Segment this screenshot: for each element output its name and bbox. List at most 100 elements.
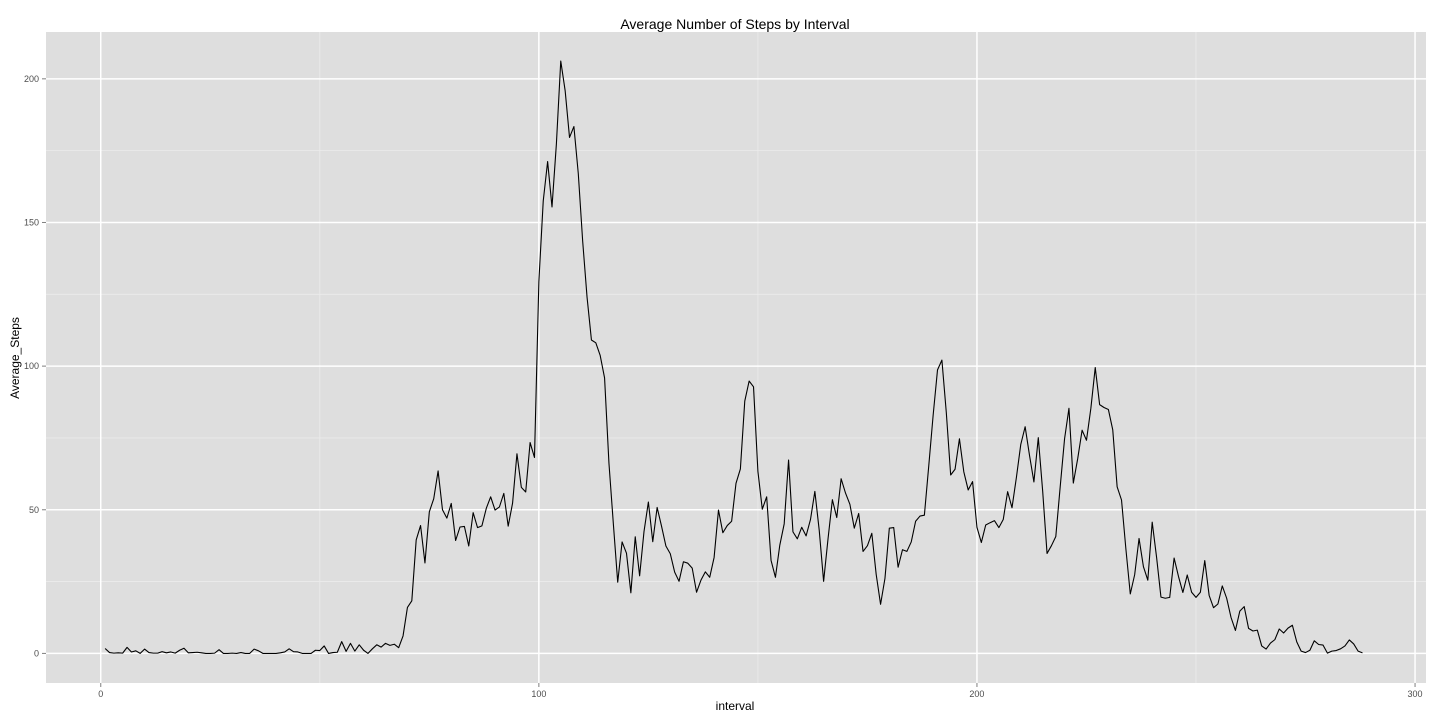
data-point bbox=[178, 649, 181, 652]
data-point bbox=[857, 512, 860, 515]
x-tick-label: 100 bbox=[531, 689, 546, 699]
data-point bbox=[769, 559, 772, 562]
data-point bbox=[835, 516, 838, 519]
data-point bbox=[1186, 573, 1189, 576]
data-point bbox=[848, 503, 851, 506]
data-point bbox=[568, 136, 571, 139]
data-point bbox=[1129, 592, 1132, 595]
data-point bbox=[380, 645, 383, 648]
data-point bbox=[796, 537, 799, 540]
data-point bbox=[1019, 443, 1022, 446]
data-point bbox=[962, 470, 965, 473]
data-point bbox=[1120, 498, 1123, 501]
data-point bbox=[384, 642, 387, 645]
data-point bbox=[910, 540, 913, 543]
data-point bbox=[739, 467, 742, 470]
data-point bbox=[485, 507, 488, 510]
data-point bbox=[1304, 651, 1307, 654]
data-point bbox=[226, 652, 229, 655]
data-point bbox=[1085, 439, 1088, 442]
data-point bbox=[673, 571, 676, 574]
data-point bbox=[695, 591, 698, 594]
data-point bbox=[1199, 591, 1202, 594]
data-point bbox=[1348, 638, 1351, 641]
data-point bbox=[204, 652, 207, 655]
data-point bbox=[1037, 436, 1040, 439]
data-point bbox=[1006, 490, 1009, 493]
x-tick-label: 0 bbox=[98, 689, 103, 699]
data-point bbox=[108, 651, 111, 654]
data-point bbox=[826, 537, 829, 540]
data-point bbox=[292, 650, 295, 653]
data-point bbox=[625, 552, 628, 555]
data-point bbox=[1002, 518, 1005, 521]
data-point bbox=[165, 651, 168, 654]
data-point bbox=[533, 456, 536, 459]
data-point bbox=[235, 652, 238, 655]
data-point bbox=[717, 508, 720, 511]
data-point bbox=[1102, 406, 1105, 409]
data-point bbox=[892, 526, 895, 529]
data-point bbox=[761, 508, 764, 511]
data-point bbox=[861, 550, 864, 553]
y-tick-label: 200 bbox=[24, 74, 39, 84]
data-point bbox=[822, 580, 825, 583]
data-point bbox=[270, 652, 273, 655]
data-point bbox=[340, 640, 343, 643]
data-point bbox=[791, 530, 794, 533]
data-point bbox=[1343, 644, 1346, 647]
data-point bbox=[879, 603, 882, 606]
data-point bbox=[704, 570, 707, 573]
data-point bbox=[748, 379, 751, 382]
data-point bbox=[555, 142, 558, 145]
data-point bbox=[870, 532, 873, 535]
data-point bbox=[1330, 650, 1333, 653]
data-point bbox=[467, 544, 470, 547]
data-point bbox=[125, 646, 128, 649]
data-point bbox=[314, 649, 317, 652]
data-point bbox=[616, 581, 619, 584]
data-point bbox=[572, 125, 575, 128]
data-point bbox=[121, 652, 124, 655]
data-point bbox=[1264, 647, 1267, 650]
data-point bbox=[213, 652, 216, 655]
data-point bbox=[686, 562, 689, 565]
data-point bbox=[581, 240, 584, 243]
data-point bbox=[1107, 408, 1110, 411]
data-point bbox=[1010, 506, 1013, 509]
data-point bbox=[1339, 647, 1342, 650]
data-point bbox=[756, 470, 759, 473]
data-point bbox=[217, 648, 220, 651]
data-point bbox=[923, 514, 926, 517]
data-point bbox=[813, 490, 816, 493]
data-point bbox=[511, 502, 514, 505]
data-point bbox=[721, 531, 724, 534]
data-point bbox=[1260, 644, 1263, 647]
data-point bbox=[423, 561, 426, 564]
data-point bbox=[1111, 428, 1114, 431]
data-point bbox=[502, 492, 505, 495]
data-point bbox=[1155, 556, 1158, 559]
data-point bbox=[1063, 437, 1066, 440]
data-point bbox=[840, 477, 843, 480]
data-point bbox=[1172, 556, 1175, 559]
data-point bbox=[463, 525, 466, 528]
data-point bbox=[853, 527, 856, 530]
data-point bbox=[1321, 643, 1324, 646]
data-point bbox=[1308, 649, 1311, 652]
data-point bbox=[896, 566, 899, 569]
data-point bbox=[564, 89, 567, 92]
data-point bbox=[200, 651, 203, 654]
data-point bbox=[620, 540, 623, 543]
data-point bbox=[283, 650, 286, 653]
data-point bbox=[866, 544, 869, 547]
data-point bbox=[993, 519, 996, 522]
data-point bbox=[406, 606, 409, 609]
data-point bbox=[1050, 544, 1053, 547]
data-point bbox=[296, 650, 299, 653]
data-point bbox=[1286, 627, 1289, 630]
data-point bbox=[231, 652, 234, 655]
y-tick-label: 100 bbox=[24, 361, 39, 371]
data-point bbox=[1116, 485, 1119, 488]
